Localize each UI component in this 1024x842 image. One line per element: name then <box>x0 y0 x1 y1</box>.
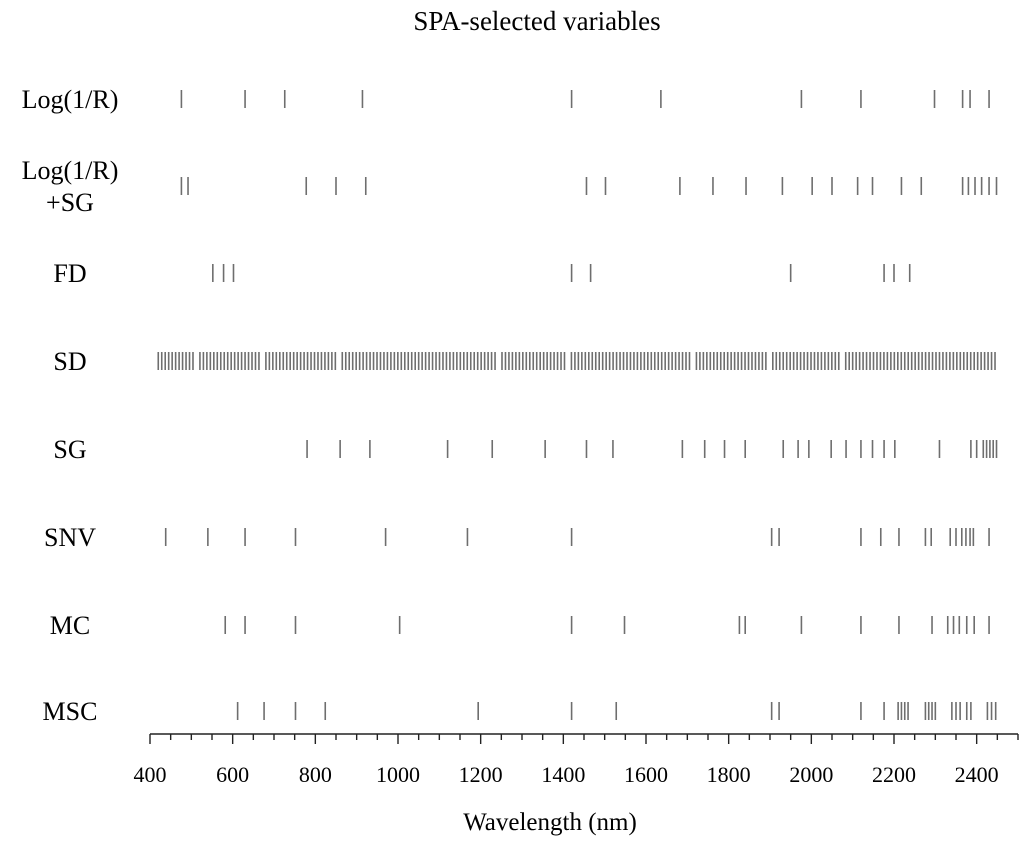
row-sg: SG <box>53 435 998 464</box>
row-label: SNV <box>44 523 96 552</box>
tick-label: 600 <box>216 762 249 787</box>
row-log-1-r-: Log(1/R) <box>22 85 990 114</box>
row-label: SD <box>53 347 86 376</box>
rows-group: Log(1/R) Log(1/R) +SG FD SD SG SNV MC MSC <box>22 85 998 726</box>
row-label: FD <box>53 259 86 288</box>
tick-label: 1800 <box>707 762 751 787</box>
row-fd: FD <box>53 259 911 288</box>
tick-label: 800 <box>299 762 332 787</box>
tick-label: 2200 <box>872 762 916 787</box>
x-axis: 400 600 800 1000 1200 1400 1600 1800 2000 2200 240… <box>134 733 1019 787</box>
row-label: SG <box>53 435 86 464</box>
row-label: MC <box>50 611 90 640</box>
chart-title: SPA-selected variables <box>413 6 660 36</box>
row-label: Log(1/R) <box>22 156 119 185</box>
row-label: MSC <box>43 697 98 726</box>
tick-label: 1600 <box>624 762 668 787</box>
row-mc: MC <box>50 611 990 640</box>
x-axis-label: Wavelength (nm) <box>463 809 637 836</box>
row-sd: SD <box>53 347 996 376</box>
tick-label: 1000 <box>376 762 420 787</box>
tick-label: 400 <box>134 762 167 787</box>
tick-label: 2400 <box>955 762 999 787</box>
row-msc: MSC <box>43 697 997 726</box>
row-snv: SNV <box>44 523 990 552</box>
row-log-1-r-sg: Log(1/R) +SG <box>22 156 998 217</box>
tick-label: 2000 <box>789 762 833 787</box>
tick-label: 1400 <box>541 762 585 787</box>
row-label: +SG <box>46 188 94 217</box>
row-label: Log(1/R) <box>22 85 119 114</box>
tick-label: 1200 <box>459 762 503 787</box>
x-ticks: 400 600 800 1000 1200 1400 1600 1800 2000 2200 240… <box>134 734 1019 787</box>
